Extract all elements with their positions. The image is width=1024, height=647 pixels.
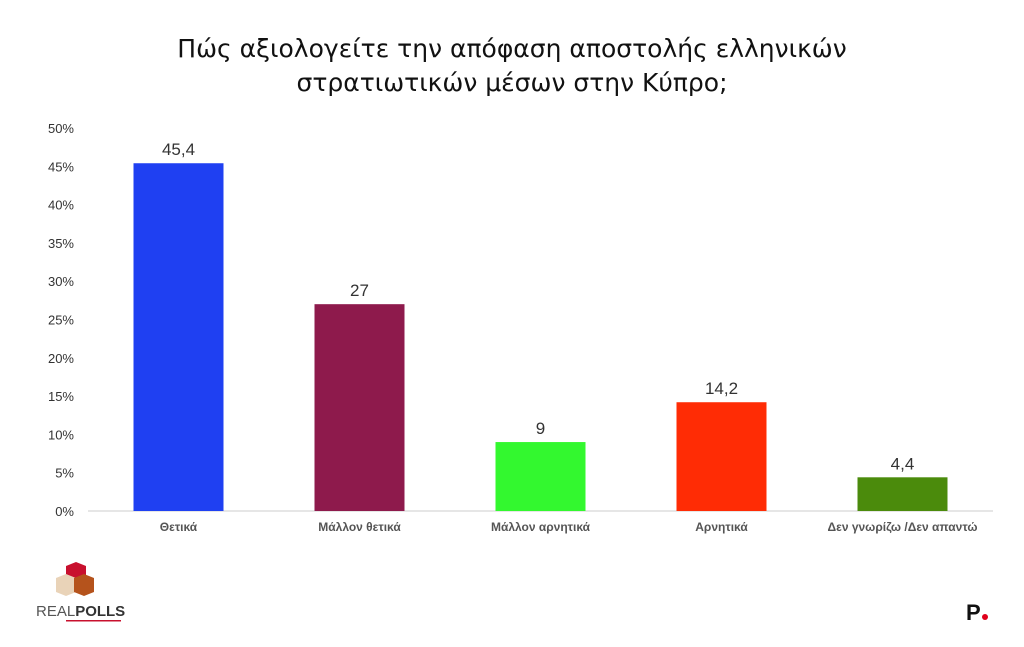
svg-text:REALPOLLS: REALPOLLS: [36, 603, 125, 620]
y-tick-label: 30%: [48, 274, 74, 289]
data-label: 4,4: [891, 454, 915, 473]
x-tick-label: Αρνητικά: [695, 520, 748, 534]
y-tick-label: 40%: [48, 198, 74, 213]
data-label: 45,4: [162, 140, 195, 159]
p-logo: P: [966, 600, 988, 626]
y-tick-label: 25%: [48, 313, 74, 328]
x-tick-label: Μάλλον θετικά: [318, 520, 401, 534]
title-line-1: Πώς αξιολογείτε την απόφαση αποστολής ελ…: [177, 34, 847, 63]
y-tick-label: 45%: [48, 159, 74, 174]
y-tick-label: 50%: [48, 121, 74, 136]
bar: [314, 304, 405, 511]
bar: [857, 477, 948, 511]
data-label: 27: [350, 281, 369, 300]
y-tick-label: 5%: [55, 466, 74, 481]
x-tick-label: Θετικά: [160, 520, 198, 534]
x-tick-label: Μάλλον αρνητικά: [491, 520, 591, 534]
bar: [676, 402, 767, 511]
y-tick-label: 20%: [48, 351, 74, 366]
y-tick-label: 10%: [48, 427, 74, 442]
y-tick-label: 0%: [55, 504, 74, 519]
data-label: 9: [536, 419, 545, 438]
chart-title: Πώς αξιολογείτε την απόφαση αποστολής ελ…: [0, 32, 1024, 100]
x-tick-label: Δεν γνωρίζω /Δεν απαντώ: [828, 520, 978, 534]
bar: [495, 442, 586, 511]
realpolls-logo: REALPOLLS: [36, 562, 126, 624]
data-label: 14,2: [705, 379, 738, 398]
title-line-2: στρατιωτικών μέσων στην Κύπρο;: [296, 68, 728, 97]
y-tick-label: 35%: [48, 236, 74, 251]
y-tick-label: 15%: [48, 389, 74, 404]
bar: [133, 163, 224, 511]
